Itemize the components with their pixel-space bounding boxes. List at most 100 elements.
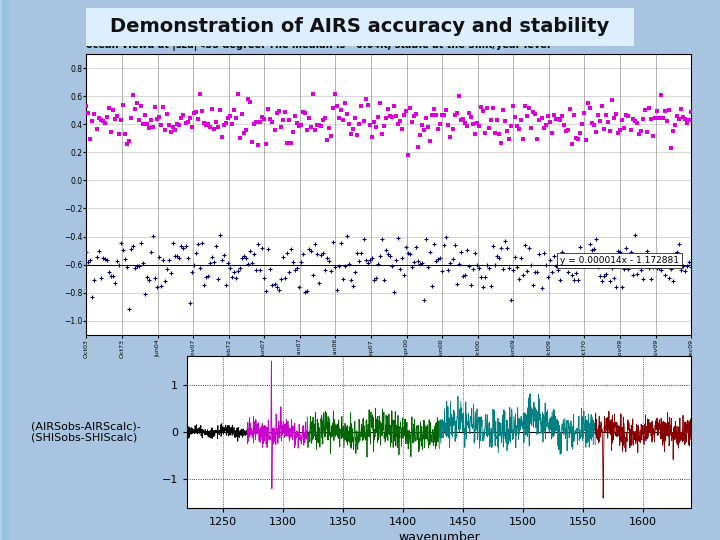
Point [85,134,96,143]
Point [153,112,165,121]
Point [635,126,647,135]
Point [629,231,640,239]
Point [530,109,541,118]
Point [285,138,297,147]
Point [81,102,92,111]
Point [105,128,117,137]
Bar [0,0,4,540]
Point [493,253,505,262]
Point [121,262,132,271]
Bar [3,0,6,540]
Point [283,116,294,124]
Point [582,258,594,267]
Point [180,241,192,250]
Bar [0,0,4,540]
Point [216,255,228,264]
Point [321,135,333,144]
Point [508,102,519,111]
Bar [2,0,6,540]
Point [101,256,112,265]
Point [670,249,681,258]
Point [245,98,256,106]
Point [388,287,400,296]
Point [469,129,480,138]
Point [473,122,485,130]
Point [550,114,562,123]
Point [661,256,672,265]
Point [505,122,517,130]
Bar [2,0,6,540]
Bar [1,0,4,540]
Bar [0,0,4,540]
Point [230,274,242,282]
Bar [1,0,4,540]
Point [258,273,270,282]
Point [663,274,675,282]
Bar [3,0,6,540]
Point [463,109,474,117]
Point [376,130,387,138]
Point [505,295,517,304]
Bar [2,0,6,540]
Point [99,254,110,263]
Bar [1,0,5,540]
Point [251,118,262,126]
Point [451,109,462,117]
Point [413,143,424,152]
Point [382,250,394,259]
Bar [4,0,7,540]
Point [192,239,204,248]
Bar [2,0,6,540]
Point [516,254,527,262]
Point [356,249,367,258]
Point [166,269,177,278]
Bar [1,0,5,540]
Point [129,264,140,272]
Point [281,139,292,147]
Point [475,103,487,112]
Bar [1,0,5,540]
Bar [3,0,6,540]
Bar [4,0,7,540]
Bar [0,0,4,540]
Bar [3,0,6,540]
Point [163,121,175,130]
Point [151,115,163,124]
Point [649,255,660,264]
Point [518,134,529,143]
Bar [2,0,6,540]
Bar [2,0,6,540]
Point [206,253,217,261]
Point [253,141,264,150]
X-axis label: Date: Date [378,366,400,375]
Bar [1,0,4,540]
Bar [2,0,6,540]
Point [214,231,225,240]
Point [328,103,339,112]
Bar [1,0,4,540]
Point [425,136,436,145]
Point [392,120,404,129]
Point [420,234,432,243]
Point [598,125,610,133]
Point [248,119,260,128]
Point [598,272,610,281]
Point [318,116,329,124]
Bar [2,0,6,540]
Point [287,127,299,136]
Point [341,232,353,241]
Point [184,114,195,123]
Point [111,257,122,266]
Point [681,119,693,127]
Point [560,127,572,136]
Point [212,123,224,132]
Point [323,124,335,132]
Point [661,117,672,126]
Point [623,265,634,274]
Point [461,122,472,130]
Point [362,101,374,110]
Point [171,119,183,128]
Bar [1,0,5,540]
Point [398,111,410,119]
Point [143,123,155,132]
